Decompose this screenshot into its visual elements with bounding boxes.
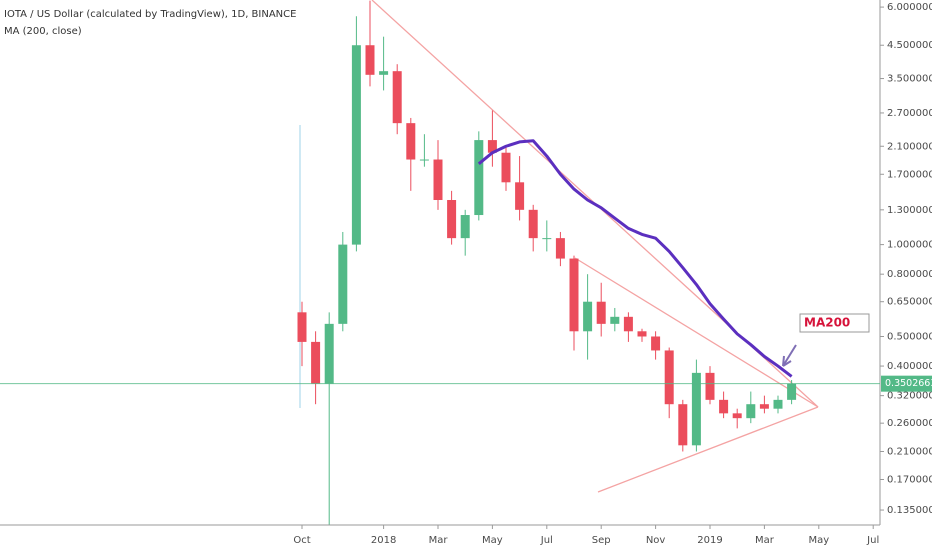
candle-body (419, 159, 429, 161)
last-price-label: 0.35026638 (885, 378, 932, 389)
annotation-text: MA200 (804, 316, 850, 330)
candle-body (746, 404, 756, 419)
candle-body (460, 215, 470, 239)
legend-title: IOTA / US Dollar (calculated by TradingV… (4, 9, 296, 20)
annotation-box (799, 313, 870, 333)
y-tick-label: 0.26000000 (887, 418, 932, 429)
candle-body (311, 341, 321, 384)
candle-body (542, 238, 552, 240)
legend-ma: MA (200, close) (4, 26, 82, 37)
candle-body (651, 336, 661, 351)
candle-body (773, 399, 783, 409)
candle-body (555, 238, 565, 259)
x-tick-label: Oct (293, 535, 310, 546)
ma-line (477, 139, 793, 378)
y-tick-label: 0.40000000 (887, 361, 932, 372)
y-tick-label: 0.50000000 (887, 331, 932, 342)
y-tick-label: 6.00000000 (887, 2, 932, 13)
y-tick-label: 0.17000000 (887, 474, 932, 485)
candle-body (338, 244, 348, 324)
y-tick-label: 0.65000000 (887, 297, 932, 308)
y-tick-label: 0.13500000 (887, 505, 932, 516)
last-price-box (881, 375, 932, 392)
candle-body (583, 301, 593, 332)
candle-body (297, 312, 307, 342)
candle-body (501, 152, 511, 183)
candle-body (705, 372, 715, 400)
candle-body (351, 45, 361, 245)
candle-body (406, 123, 416, 160)
x-tick-label: Sep (592, 535, 611, 546)
candle-body (691, 372, 701, 446)
x-tick-label: Jul (540, 535, 553, 546)
x-tick-label: Mar (429, 535, 449, 546)
candle-body (759, 404, 769, 409)
candle-body (433, 159, 443, 201)
candle-body (528, 209, 538, 239)
candle-body (392, 71, 402, 124)
trend-line (597, 406, 819, 493)
candle-body (447, 200, 457, 239)
y-tick-label: 4.50000000 (887, 40, 932, 51)
candle-body (610, 316, 620, 324)
candle-body (596, 301, 606, 324)
candle-body (732, 413, 742, 419)
candle-body (487, 140, 497, 153)
candle-body (365, 45, 375, 75)
x-tick-label: May (482, 535, 503, 546)
x-tick-label: Jul (866, 535, 879, 546)
candle-body (474, 140, 484, 216)
candle-body (787, 383, 797, 400)
candle-body (637, 331, 647, 337)
candle-body (664, 350, 674, 405)
y-tick-label: 2.10000000 (887, 141, 932, 152)
x-tick-label: Mar (755, 535, 775, 546)
trend-line (574, 257, 819, 408)
y-tick-label: 0.21000000 (887, 446, 932, 457)
x-tick-label: 2019 (697, 535, 722, 546)
y-tick-label: 2.70000000 (887, 108, 932, 119)
candle-body (719, 399, 729, 414)
candle-body (515, 182, 525, 210)
x-tick-label: May (808, 535, 829, 546)
annotation-arrow (782, 344, 797, 367)
plot-area (297, 0, 819, 525)
y-tick-label: 1.00000000 (887, 240, 932, 251)
x-tick-label: Nov (646, 535, 666, 546)
candle-body (569, 258, 579, 332)
y-tick-label: 3.50000000 (887, 74, 932, 85)
candle-body (623, 316, 633, 332)
y-tick-label: 1.30000000 (887, 205, 932, 216)
candle-body (678, 404, 688, 446)
candle-body (379, 71, 389, 75)
x-tick-label: 2018 (371, 535, 396, 546)
y-tick-label: 0.80000000 (887, 269, 932, 280)
y-tick-label: 1.70000000 (887, 169, 932, 180)
y-tick-label: 0.32000000 (887, 391, 932, 402)
candle-body (324, 323, 334, 384)
